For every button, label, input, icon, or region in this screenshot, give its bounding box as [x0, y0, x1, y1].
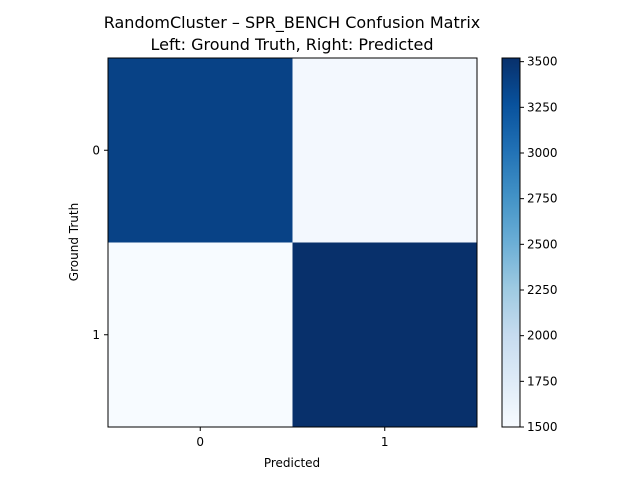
chart-title-line-1: RandomCluster – SPR_BENCH Confusion Matr… [104, 13, 481, 33]
colorbar-tick-label: 2750 [527, 192, 558, 206]
colorbar-tick-label: 2500 [527, 237, 558, 251]
plot-frame [107, 57, 478, 428]
colorbar-tick-label: 3500 [527, 55, 558, 69]
colorbar [501, 57, 521, 428]
heatmap-cell-r1-c0 [108, 242, 293, 428]
heatmap-cells [108, 58, 478, 428]
colorbar-tick-label: 2000 [527, 329, 558, 343]
y-tick-label: 1 [92, 328, 100, 342]
colorbar-tick-label: 1500 [527, 420, 558, 434]
heatmap-cell-r1-c1 [292, 242, 478, 428]
colorbar-tick-label: 2250 [527, 283, 558, 297]
colorbar-tick-label: 3250 [527, 100, 558, 114]
x-tick-label: 0 [196, 435, 204, 449]
x-tick-label: 1 [381, 435, 389, 449]
colorbar-ticks: 1500 1750 2000 2250 2500 2750 3000 3250 3500 [520, 55, 558, 434]
y-axis-label: Ground Truth [67, 203, 81, 281]
x-axis-label: Predicted [264, 456, 320, 470]
chart-title-line-2: Left: Ground Truth, Right: Predicted [151, 35, 434, 54]
y-tick-label: 0 [92, 143, 100, 157]
heatmap-cell-r0-c1 [292, 58, 478, 243]
colorbar-tick-label: 1750 [527, 374, 558, 388]
heatmap-cell-r0-c0 [108, 58, 293, 243]
colorbar-tick-label: 3000 [527, 146, 558, 160]
y-axis-ticks: 01 [92, 143, 108, 342]
